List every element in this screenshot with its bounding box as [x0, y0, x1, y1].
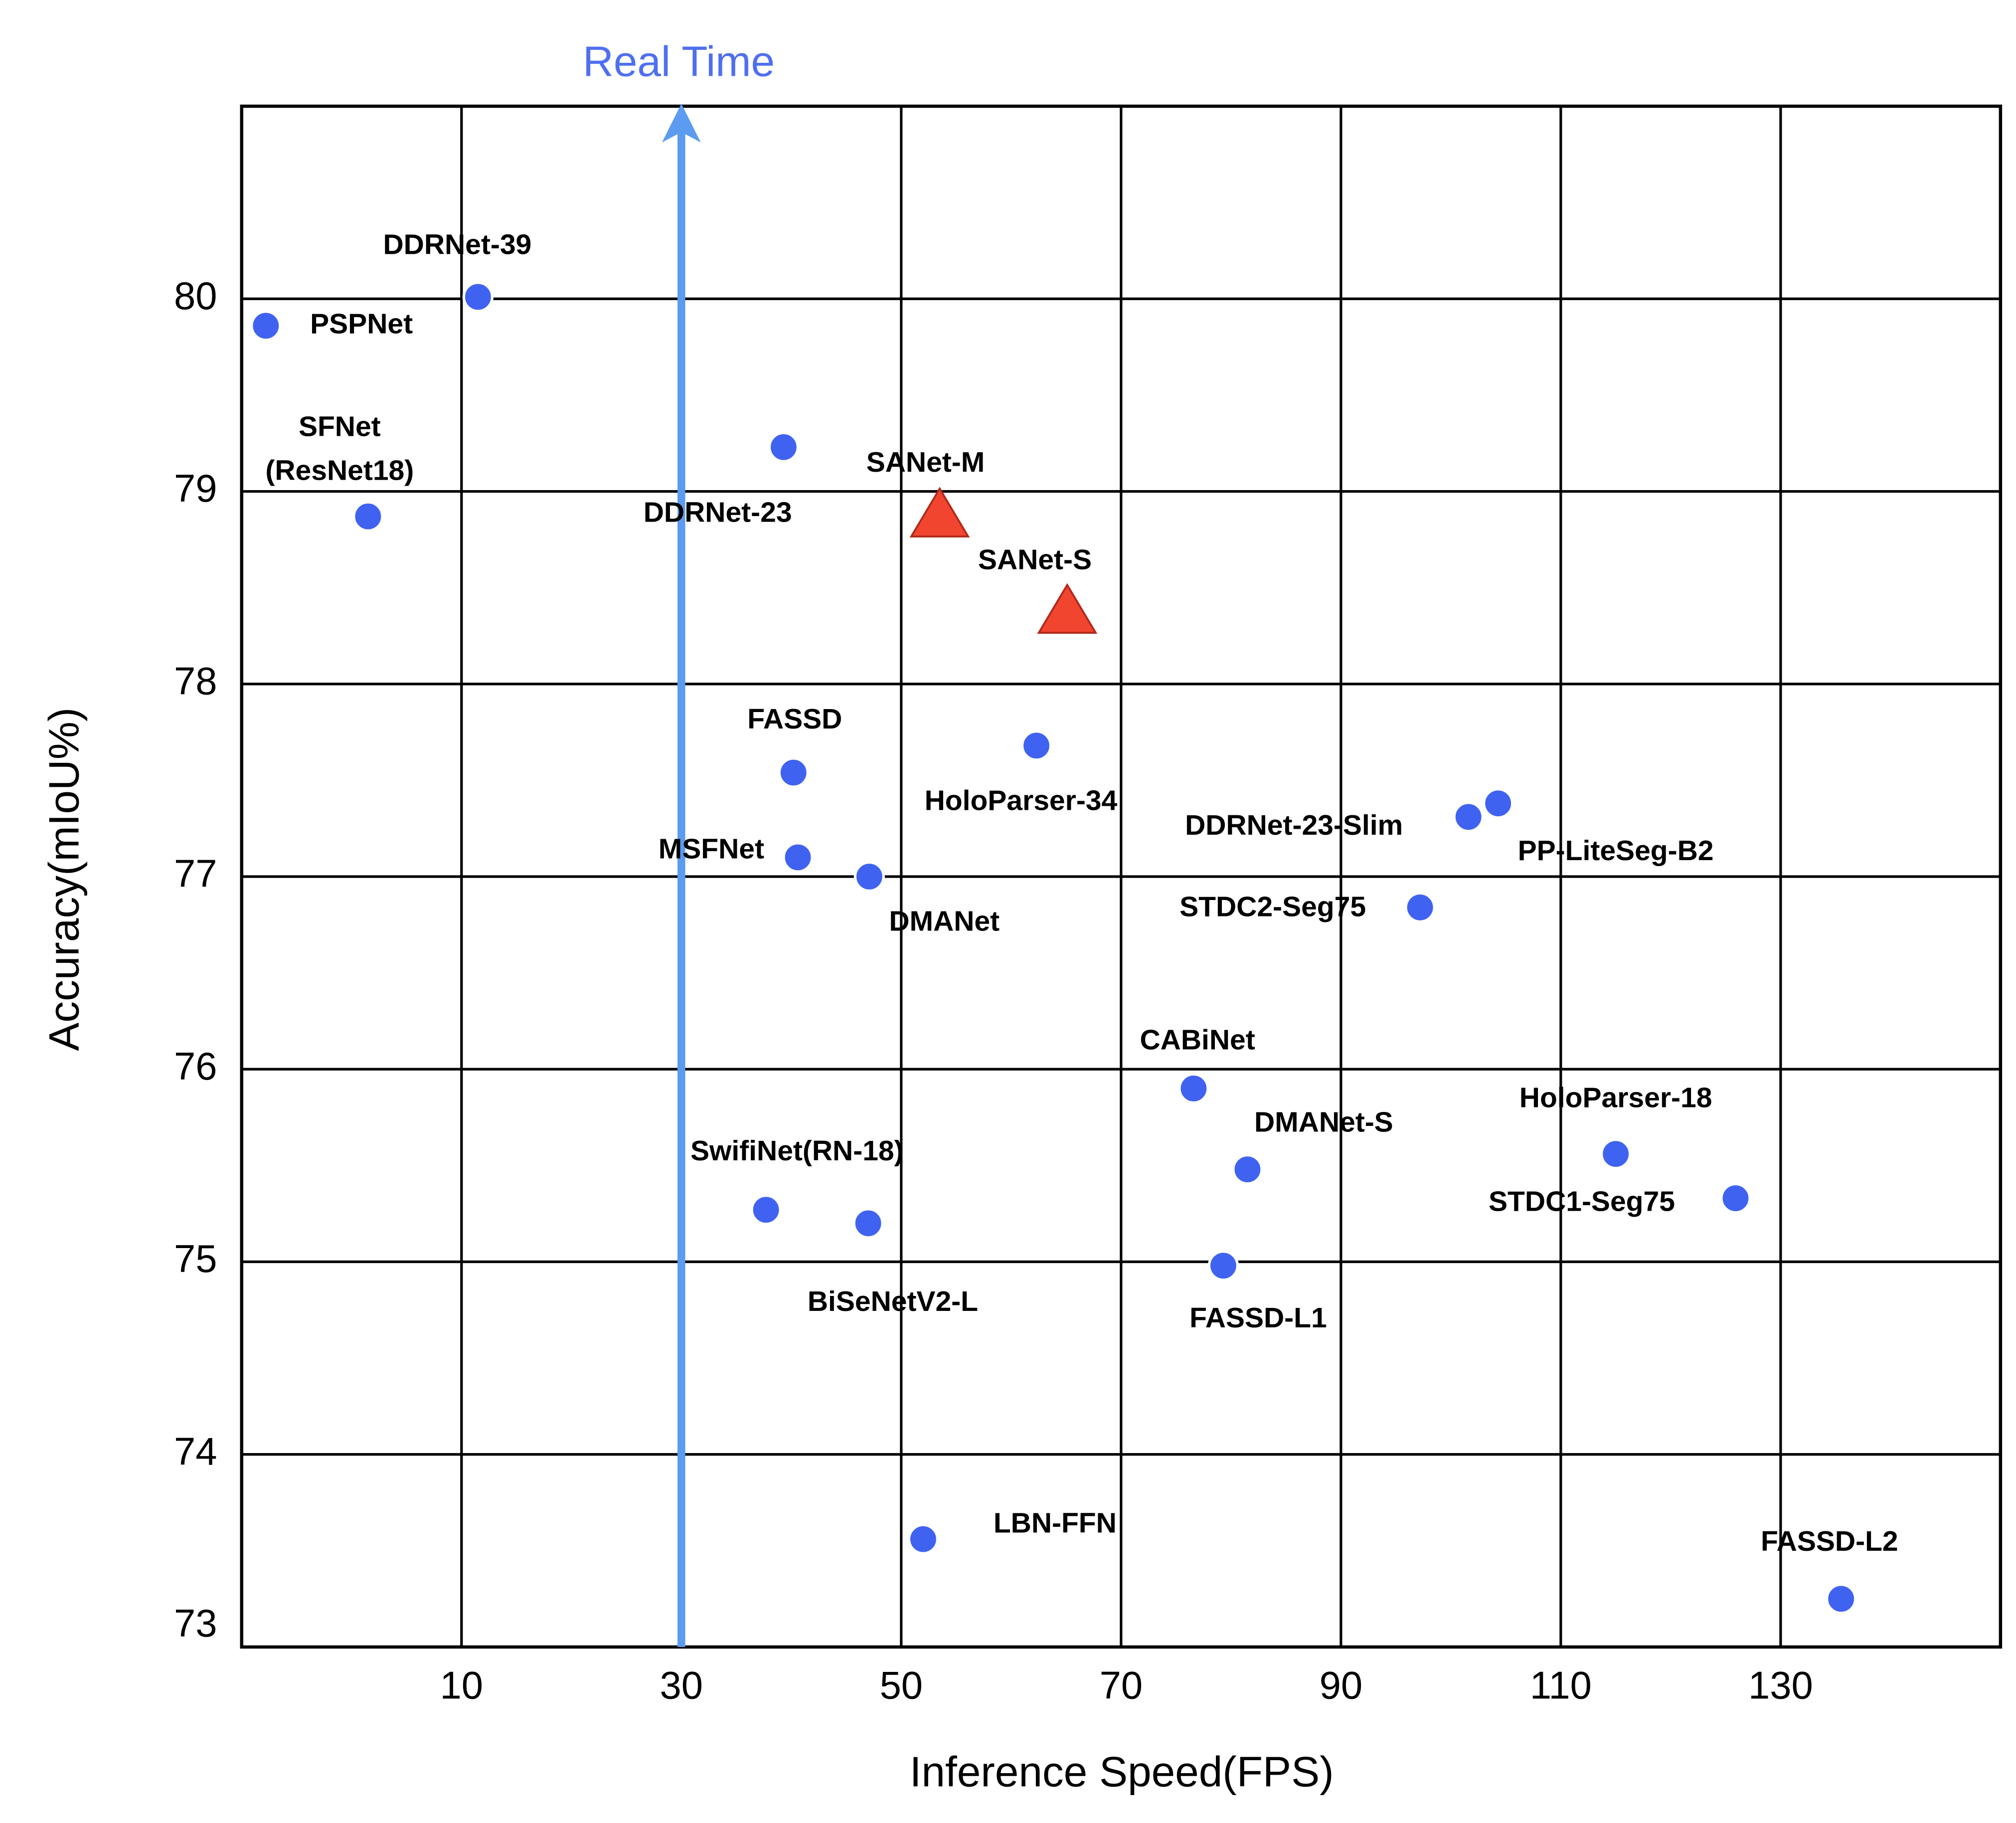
y-tick-label: 77	[174, 853, 217, 896]
point-label: FASSD	[747, 703, 842, 735]
point-label: DMANet	[889, 905, 1000, 937]
point-marker	[750, 1194, 782, 1226]
point-marker	[250, 310, 282, 342]
point-marker	[1483, 788, 1514, 819]
point-label: (ResNet18)	[265, 455, 414, 487]
point-label: DDRNet-23	[644, 497, 792, 529]
y-tick-label: 75	[174, 1238, 217, 1280]
point-label: MSFNet	[659, 833, 764, 865]
x-tick-label: 50	[880, 1664, 923, 1707]
point-label: SFNet	[299, 410, 381, 442]
real-time-arrowhead	[662, 103, 701, 143]
point-marker	[1178, 1073, 1209, 1104]
point-label: HoloParser-34	[925, 784, 1118, 816]
point-label: FASSD-L2	[1761, 1525, 1898, 1557]
point-marker	[1600, 1138, 1632, 1170]
x-tick-label: 110	[1530, 1664, 1592, 1707]
x-axis-label: Inference Speed(FPS)	[910, 1748, 1334, 1796]
point-label: SwifiNet(RN-18)	[690, 1135, 904, 1167]
real-time-label: Real Time	[583, 38, 775, 86]
point-marker	[1404, 892, 1436, 923]
y-tick-label: 80	[174, 275, 217, 318]
point-label: PSPNet	[310, 308, 413, 340]
y-tick-label: 78	[174, 660, 217, 703]
point-marker	[852, 1208, 884, 1239]
y-tick-label: 73	[174, 1602, 217, 1645]
point-label: STDC2-Seg75	[1179, 891, 1366, 922]
y-tick-label: 74	[174, 1430, 217, 1473]
triangle-marker	[1037, 583, 1098, 634]
x-tick-label: 130	[1748, 1664, 1813, 1707]
x-tick-label: 30	[660, 1664, 703, 1707]
x-tick-label: 70	[1100, 1664, 1143, 1707]
point-marker	[853, 861, 885, 893]
point-marker	[1207, 1250, 1239, 1281]
x-tick-label: 90	[1320, 1664, 1362, 1707]
point-label: SANet-S	[978, 544, 1092, 576]
point-marker	[1232, 1154, 1263, 1185]
y-tick-label: 76	[174, 1045, 217, 1088]
point-label: DMANet-S	[1254, 1106, 1393, 1138]
point-label: FASSD-L1	[1189, 1302, 1327, 1334]
point-label: SANet-M	[866, 446, 985, 478]
point-marker	[778, 757, 809, 788]
point-marker	[782, 842, 814, 873]
y-tick-label: 79	[174, 467, 217, 510]
point-marker	[1720, 1182, 1751, 1214]
point-marker	[352, 501, 384, 532]
point-label: BiSeNetV2-L	[808, 1285, 978, 1317]
x-tick-label: 10	[440, 1664, 483, 1707]
point-marker	[768, 431, 799, 463]
point-label: STDC1-Seg75	[1489, 1185, 1675, 1217]
point-marker	[1453, 801, 1484, 833]
point-label: PP-LiteSeg-B2	[1518, 835, 1714, 867]
triangle-marker	[909, 487, 970, 538]
point-label: CABiNet	[1140, 1024, 1255, 1056]
point-marker	[1826, 1583, 1857, 1615]
point-marker	[462, 281, 494, 313]
plot-frame	[240, 104, 2003, 1649]
y-axis-label: Accuracy(mIoU%)	[40, 708, 88, 1051]
point-label: HoloParser-18	[1519, 1082, 1712, 1113]
point-marker	[907, 1523, 939, 1555]
point-label: DDRNet-39	[383, 228, 531, 260]
point-marker	[1020, 730, 1052, 761]
point-label: DDRNet-23-Slim	[1185, 809, 1403, 841]
point-label: LBN-FFN	[994, 1507, 1117, 1539]
